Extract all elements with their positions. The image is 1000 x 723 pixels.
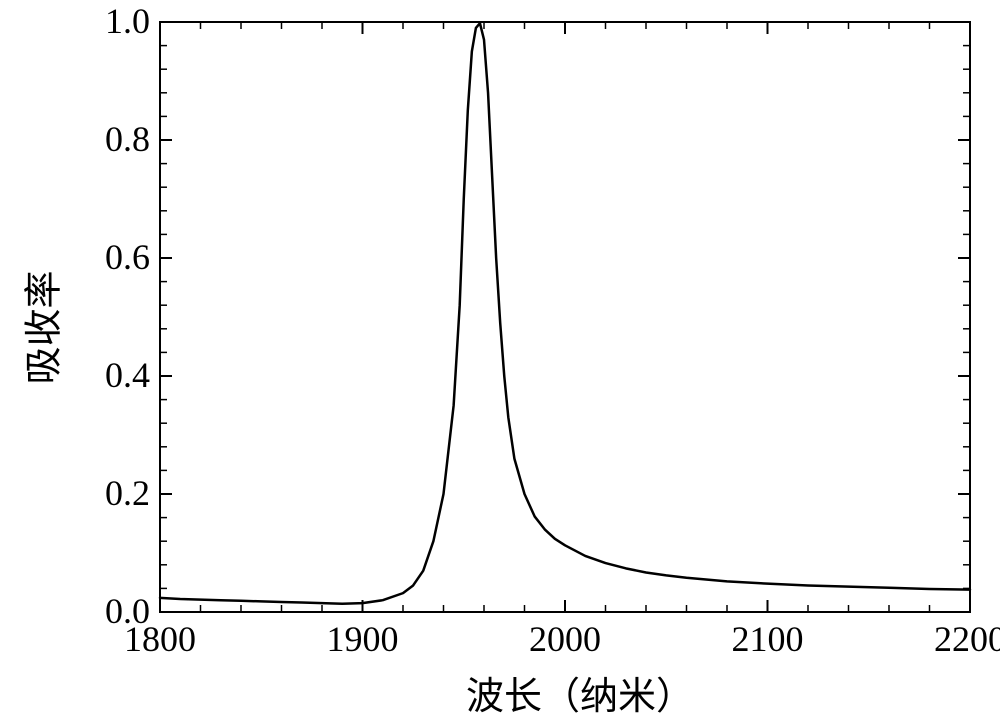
absorption-spectrum-chart: 吸收率 波长（纳米） 0.00.20.40.60.81.0 1800190020… xyxy=(0,0,1000,723)
y-tick-label: 0.6 xyxy=(90,236,150,278)
y-tick-label: 1.0 xyxy=(90,0,150,42)
x-tick-label: 2200 xyxy=(934,618,1000,660)
y-tick-label: 0.2 xyxy=(90,472,150,514)
x-tick-label: 2100 xyxy=(732,618,804,660)
y-tick-label: 0.4 xyxy=(90,354,150,396)
plot-svg xyxy=(0,0,1000,723)
x-tick-label: 1800 xyxy=(124,618,196,660)
x-tick-label: 1900 xyxy=(327,618,399,660)
y-tick-label: 0.8 xyxy=(90,118,150,160)
x-tick-label: 2000 xyxy=(529,618,601,660)
